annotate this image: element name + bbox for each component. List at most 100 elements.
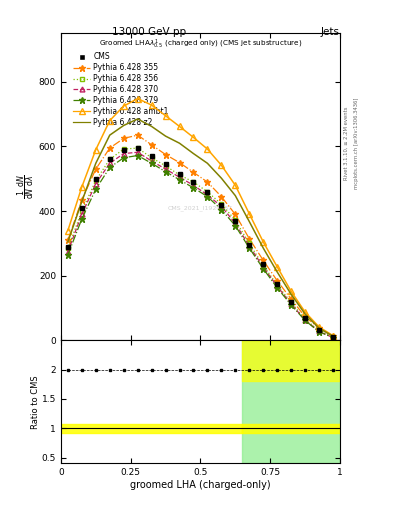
Pythia 6.428 356 (331, 334, 335, 340)
Pythia 6.428 ambt1 (94, 146, 98, 153)
Pythia 6.428 356 (233, 217, 238, 223)
Pythia 6.428 z2 (317, 325, 321, 331)
Pythia 6.428 356 (163, 163, 168, 169)
Pythia 6.428 z2 (205, 160, 210, 166)
Pythia 6.428 379 (331, 334, 335, 340)
Pythia 6.428 z2 (275, 269, 279, 275)
Text: Groomed LHA$\lambda^{1}_{0.5}$ (charged only) (CMS jet substructure): Groomed LHA$\lambda^{1}_{0.5}$ (charged … (99, 38, 302, 51)
Bar (242, 340, 340, 463)
Pythia 6.428 355 (303, 313, 307, 319)
Y-axis label: Ratio to CMS: Ratio to CMS (31, 375, 40, 429)
Pythia 6.428 370 (94, 181, 98, 187)
Line: Pythia 6.428 379: Pythia 6.428 379 (65, 153, 336, 340)
Pythia 6.428 ambt1 (275, 264, 279, 270)
Pythia 6.428 370 (107, 160, 112, 166)
Text: Rivet 3.1.10, ≥ 2.2M events: Rivet 3.1.10, ≥ 2.2M events (344, 106, 349, 180)
Pythia 6.428 370 (79, 211, 84, 218)
Pythia 6.428 ambt1 (79, 184, 84, 190)
Pythia 6.428 355 (191, 169, 196, 176)
Pythia 6.428 ambt1 (66, 227, 70, 233)
Line: Pythia 6.428 z2: Pythia 6.428 z2 (68, 119, 333, 336)
Y-axis label: $\frac{1}{\mathrm{d}N}\frac{\mathrm{d}N}{\mathrm{d}\lambda}$: $\frac{1}{\mathrm{d}N}\frac{\mathrm{d}N}… (16, 175, 37, 199)
Pythia 6.428 356 (289, 299, 294, 305)
Pythia 6.428 379 (233, 223, 238, 229)
Pythia 6.428 z2 (163, 133, 168, 139)
Pythia 6.428 370 (135, 149, 140, 155)
Pythia 6.428 z2 (247, 219, 252, 225)
Pythia 6.428 356 (219, 201, 224, 207)
Pythia 6.428 355 (247, 236, 252, 242)
Pythia 6.428 355 (149, 142, 154, 148)
Pythia 6.428 355 (94, 166, 98, 172)
Pythia 6.428 355 (317, 325, 321, 331)
Pythia 6.428 z2 (66, 239, 70, 245)
Pythia 6.428 379 (79, 216, 84, 222)
Pythia 6.428 ambt1 (233, 182, 238, 188)
Pythia 6.428 356 (107, 156, 112, 162)
Pythia 6.428 355 (331, 333, 335, 339)
Pythia 6.428 379 (303, 317, 307, 324)
Pythia 6.428 z2 (149, 123, 154, 130)
X-axis label: groomed LHA (charged-only): groomed LHA (charged-only) (130, 480, 271, 490)
Pythia 6.428 370 (317, 328, 321, 334)
Pythia 6.428 370 (219, 203, 224, 209)
Pythia 6.428 z2 (121, 122, 126, 129)
Pythia 6.428 356 (205, 188, 210, 195)
Pythia 6.428 z2 (331, 333, 335, 339)
Pythia 6.428 379 (261, 266, 266, 272)
Pythia 6.428 370 (261, 264, 266, 270)
Text: Jets: Jets (321, 27, 340, 37)
Pythia 6.428 370 (247, 243, 252, 249)
Pythia 6.428 379 (149, 160, 154, 166)
Pythia 6.428 356 (79, 208, 84, 214)
Pythia 6.428 ambt1 (177, 123, 182, 130)
Pythia 6.428 379 (163, 168, 168, 175)
Text: mcplots.cern.ch [arXiv:1306.3436]: mcplots.cern.ch [arXiv:1306.3436] (354, 98, 359, 189)
Pythia 6.428 379 (121, 155, 126, 161)
Pythia 6.428 ambt1 (289, 288, 294, 294)
Pythia 6.428 356 (303, 316, 307, 322)
Line: Pythia 6.428 370: Pythia 6.428 370 (66, 150, 335, 340)
Pythia 6.428 370 (66, 248, 70, 254)
Pythia 6.428 z2 (107, 132, 112, 138)
Pythia 6.428 356 (121, 146, 126, 152)
Line: Pythia 6.428 355: Pythia 6.428 355 (65, 132, 336, 339)
Pythia 6.428 ambt1 (163, 113, 168, 119)
Pythia 6.428 379 (191, 185, 196, 191)
Pythia 6.428 z2 (79, 198, 84, 204)
Pythia 6.428 370 (177, 174, 182, 180)
Pythia 6.428 370 (233, 220, 238, 226)
Line: Pythia 6.428 ambt1: Pythia 6.428 ambt1 (64, 95, 336, 339)
Pythia 6.428 355 (205, 179, 210, 185)
Pythia 6.428 355 (135, 132, 140, 138)
Pythia 6.428 ambt1 (135, 96, 140, 102)
Pythia 6.428 379 (94, 186, 98, 192)
Pythia 6.428 356 (66, 245, 70, 251)
Pythia 6.428 370 (275, 283, 279, 289)
Pythia 6.428 z2 (191, 151, 196, 157)
Pythia 6.428 370 (289, 301, 294, 307)
Pythia 6.428 ambt1 (261, 239, 266, 245)
Pythia 6.428 ambt1 (149, 102, 154, 108)
Pythia 6.428 355 (177, 160, 182, 166)
Legend: CMS, Pythia 6.428 355, Pythia 6.428 356, Pythia 6.428 370, Pythia 6.428 379, Pyt: CMS, Pythia 6.428 355, Pythia 6.428 356,… (70, 49, 172, 130)
Pythia 6.428 z2 (219, 175, 224, 181)
Pythia 6.428 379 (317, 329, 321, 335)
Pythia 6.428 355 (79, 197, 84, 203)
Pythia 6.428 ambt1 (219, 162, 224, 168)
Pythia 6.428 379 (247, 245, 252, 251)
Pythia 6.428 370 (121, 151, 126, 157)
Pythia 6.428 370 (163, 166, 168, 172)
Pythia 6.428 ambt1 (205, 146, 210, 152)
Text: 13000 GeV pp: 13000 GeV pp (112, 27, 186, 37)
Pythia 6.428 379 (135, 153, 140, 159)
Pythia 6.428 355 (107, 145, 112, 151)
Pythia 6.428 379 (177, 177, 182, 183)
Pythia 6.428 356 (177, 172, 182, 178)
Pythia 6.428 356 (317, 328, 321, 334)
Pythia 6.428 356 (191, 179, 196, 185)
Pythia 6.428 370 (191, 182, 196, 188)
Pythia 6.428 356 (275, 282, 279, 288)
Pythia 6.428 370 (149, 158, 154, 164)
Pythia 6.428 z2 (303, 311, 307, 317)
